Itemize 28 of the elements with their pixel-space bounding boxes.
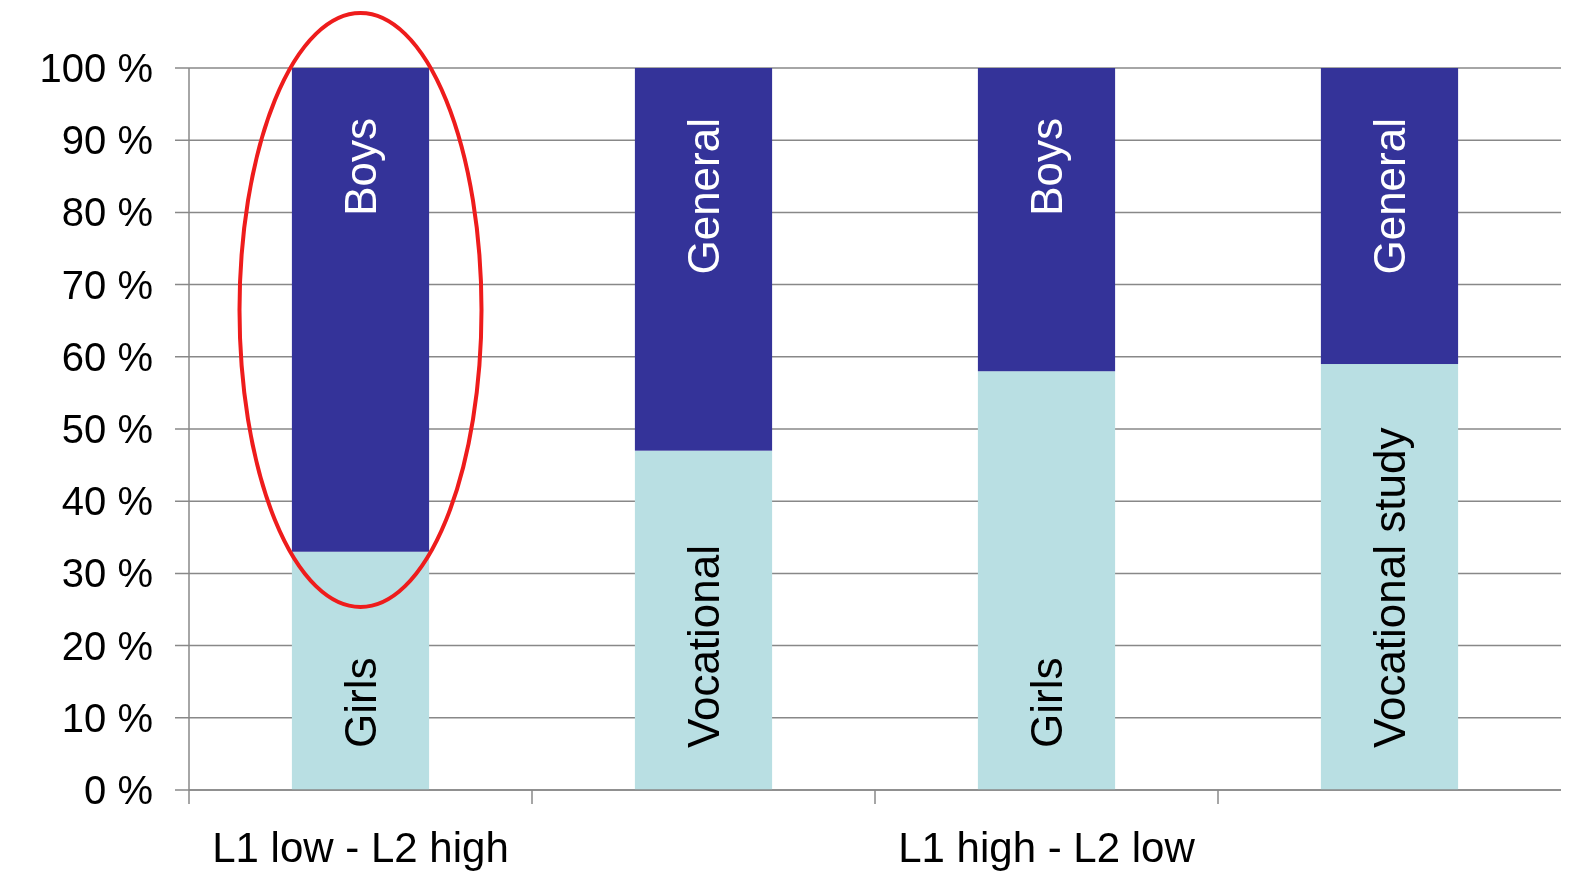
data-label: Boys: [335, 118, 385, 216]
bar: [977, 371, 1116, 790]
y-tick-label: 70 %: [61, 262, 153, 307]
data-label: General: [678, 118, 728, 275]
data-label: Girls: [335, 657, 385, 748]
bar: [634, 450, 773, 790]
y-tick-label: 100 %: [39, 46, 153, 90]
y-tick-label: 50 %: [61, 407, 153, 451]
y-tick-label: 20 %: [61, 623, 153, 668]
y-tick-label: 0 %: [84, 768, 153, 812]
x-tick-label: L1 low - L2 high: [212, 824, 509, 871]
y-tick-label: 90 %: [61, 118, 153, 163]
data-label: Vocational study: [1364, 427, 1414, 748]
y-tick-label: 30 %: [61, 551, 153, 596]
data-label: General: [1364, 118, 1414, 275]
data-label: Girls: [1021, 657, 1071, 748]
x-tick-label: L1 high - L2 low: [898, 824, 1196, 871]
y-tick-label: 80 %: [61, 190, 153, 235]
data-label: Boys: [1021, 118, 1071, 216]
y-tick-label: 40 %: [61, 479, 153, 524]
bar: [291, 551, 430, 790]
bar: [977, 68, 1116, 372]
y-tick-label: 60 %: [61, 334, 153, 379]
bar: [1320, 68, 1459, 365]
data-label: Vocational: [678, 544, 728, 748]
bar: [634, 68, 773, 451]
y-tick-label: 10 %: [61, 695, 153, 740]
bar: [1320, 364, 1459, 790]
